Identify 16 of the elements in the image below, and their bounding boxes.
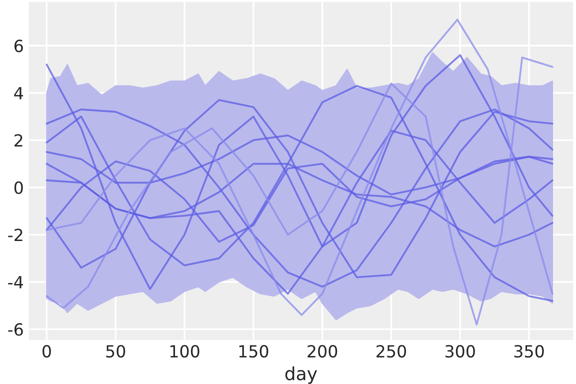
x-tick-label: 0	[42, 344, 51, 358]
y-tick-label: 4	[14, 87, 24, 100]
x-axis-title: day	[285, 366, 318, 384]
y-tick-label: 2	[14, 134, 22, 146]
y-tick-label: 0	[14, 181, 23, 194]
x-tick-label: 350	[514, 344, 544, 358]
y-tick-label: -6	[8, 323, 23, 336]
x-tick-label: 150	[239, 344, 268, 358]
x-tick-label: 200	[308, 344, 338, 358]
y-tick-label: 6	[14, 40, 23, 52]
y-tick-label: -2	[8, 228, 22, 242]
y-tick-label: -4	[8, 276, 24, 288]
x-tick-label: 100	[170, 344, 200, 358]
x-tick-label: 250	[376, 344, 406, 358]
x-tick-label: 300	[445, 344, 475, 358]
x-tick-label: 50	[106, 344, 126, 358]
